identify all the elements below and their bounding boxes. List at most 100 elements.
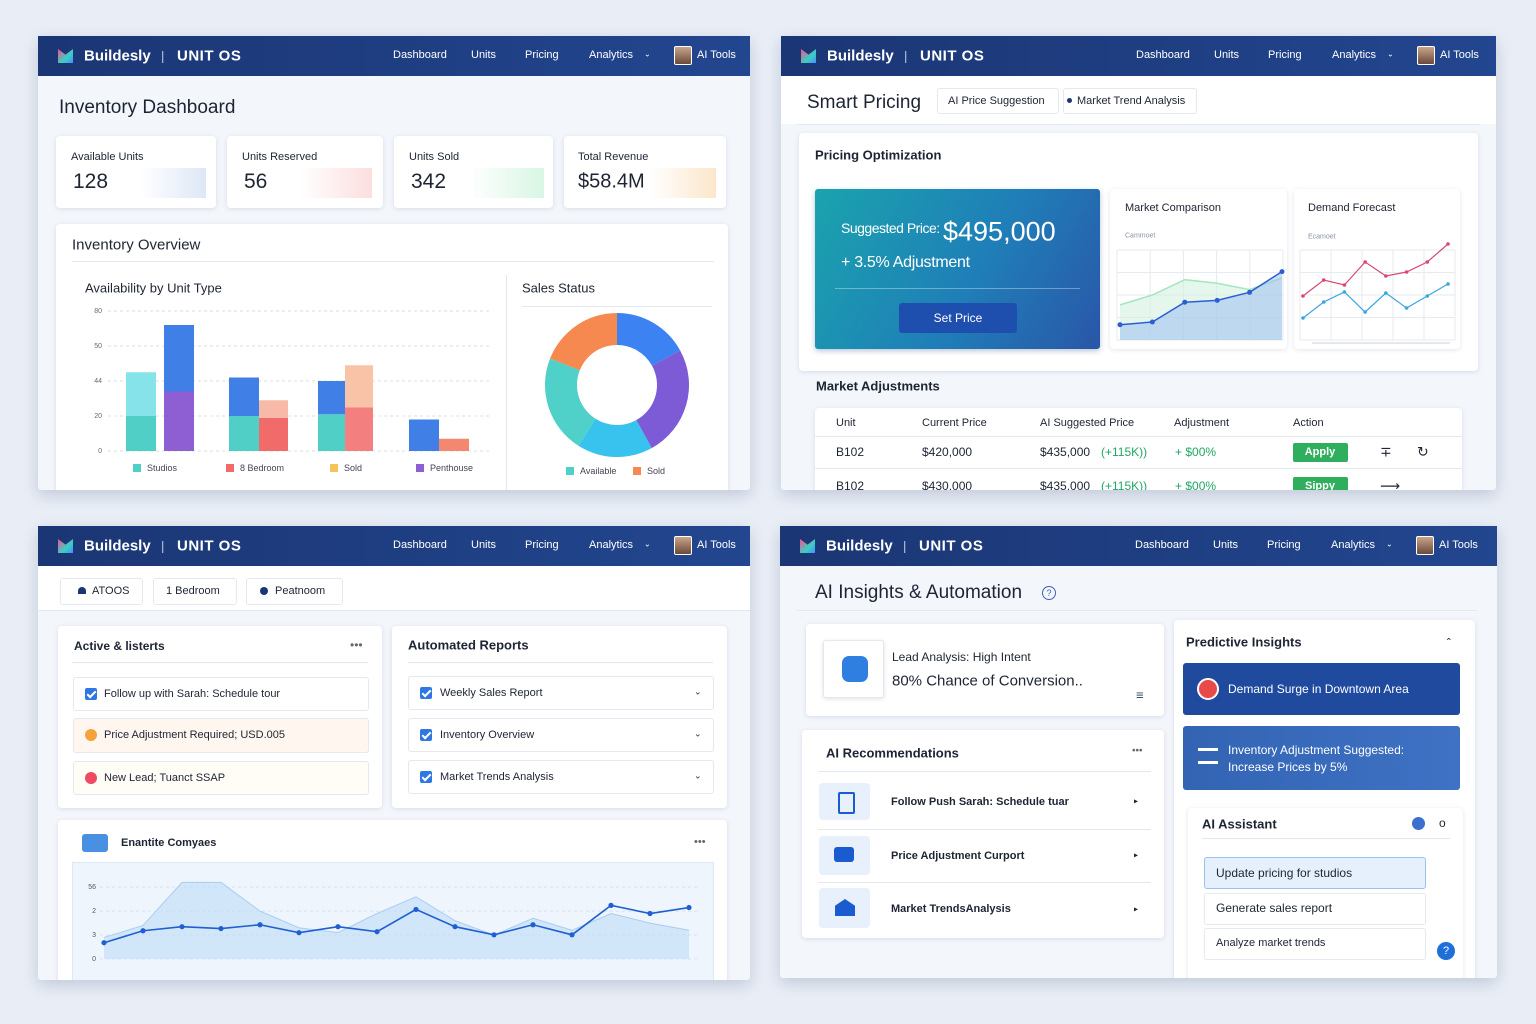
assistant-icon: [1412, 817, 1425, 830]
legend-swatch: [226, 464, 234, 472]
nav-item[interactable]: Dashboard: [393, 539, 447, 551]
nav-item[interactable]: Pricing: [525, 49, 559, 61]
button-label: Set Price: [933, 311, 983, 325]
point: [569, 932, 575, 938]
assistant-option[interactable]: [1204, 928, 1426, 960]
point: [1446, 242, 1450, 246]
cell-unit: B102: [836, 479, 865, 493]
kpi-label: Available Units: [71, 151, 144, 163]
nav-item[interactable]: Analytics: [589, 539, 634, 551]
point: [1214, 297, 1220, 303]
insight-text: Inventory Adjustment Suggested:: [1228, 743, 1405, 757]
nav-item[interactable]: Dashboard: [1135, 539, 1189, 551]
avatar[interactable]: [674, 536, 692, 555]
chart-title: Availability by Unit Type: [85, 280, 222, 296]
line: [103, 904, 690, 944]
bar-segment: [126, 372, 156, 416]
dropdown-caret: ⌄: [1387, 49, 1394, 59]
insight-item: [1183, 663, 1460, 715]
set-price-button[interactable]: [899, 303, 1017, 333]
tab-icon: [78, 587, 86, 594]
report-item[interactable]: [408, 676, 714, 710]
arrow: ▸: [1134, 904, 1139, 914]
action-label[interactable]: Apply: [1304, 446, 1336, 458]
chart-subtitle: Cammoet: [1125, 232, 1156, 240]
y-tick-label: 0: [98, 448, 102, 455]
avatar[interactable]: [1417, 46, 1435, 65]
point: [1301, 294, 1305, 298]
nav-item[interactable]: Dashboard: [1136, 49, 1190, 61]
line: [103, 881, 690, 938]
product-name: UNIT OS: [177, 47, 242, 65]
report-text: Weekly Sales Report: [440, 687, 543, 699]
help-button[interactable]: ?: [1437, 942, 1455, 960]
nav-item[interactable]: Analytics: [589, 49, 634, 61]
point: [335, 924, 341, 930]
column-header: Current Price: [922, 417, 987, 429]
tab-icon: [260, 587, 268, 595]
brand-separator: |: [903, 538, 907, 554]
menu-dots: •••: [1132, 745, 1143, 757]
tab[interactable]: [60, 578, 143, 605]
nav-item[interactable]: Pricing: [1268, 49, 1302, 61]
nav-bar: [38, 526, 750, 566]
alert-dot: [85, 772, 97, 784]
nav-item[interactable]: Analytics: [1332, 49, 1377, 61]
tab-label: Peatnoom: [275, 585, 326, 597]
nav-item[interactable]: AI Tools: [697, 539, 736, 551]
point: [1404, 306, 1409, 310]
tab[interactable]: [1063, 88, 1197, 114]
brand-logo: [800, 539, 815, 553]
nav-item[interactable]: AI Tools: [697, 49, 736, 61]
nav-item[interactable]: Pricing: [1267, 539, 1301, 551]
kpi-value: $58.4M: [578, 170, 645, 193]
assistant-option[interactable]: [1204, 893, 1426, 925]
report-item[interactable]: [408, 760, 714, 794]
action-button[interactable]: [1293, 443, 1348, 462]
nav-item[interactable]: Dashboard: [393, 49, 447, 61]
kpi-accent: [650, 168, 716, 198]
nav-item[interactable]: Units: [1214, 49, 1240, 61]
nav-item[interactable]: AI Tools: [1439, 539, 1478, 551]
nav-item[interactable]: Analytics: [1331, 539, 1376, 551]
donut-segment: [545, 358, 596, 446]
y-tick-label: 3: [92, 932, 96, 939]
legend-label: 8 Bedroom: [240, 463, 284, 473]
bar-segment: [439, 438, 469, 451]
menu-dots: •••: [694, 836, 706, 848]
column-header: AI Suggested Price: [1040, 417, 1135, 429]
action-label[interactable]: Sippy: [1305, 480, 1335, 492]
caret: ⌃: [1445, 636, 1453, 647]
point: [140, 928, 146, 934]
chart-title: Sales Status: [522, 280, 595, 296]
card-title: Predictive Insights: [1186, 634, 1302, 650]
report-item[interactable]: [408, 718, 714, 752]
cell-delta: (+115K)): [1101, 445, 1148, 459]
assistant-option[interactable]: [1204, 857, 1426, 889]
card-title: Inventory Overview: [72, 236, 201, 254]
nav-item[interactable]: Pricing: [525, 539, 559, 551]
nav-item[interactable]: AI Tools: [1440, 49, 1479, 61]
nav-item[interactable]: Units: [1213, 539, 1239, 551]
point: [179, 924, 185, 930]
checkbox: [420, 687, 432, 699]
nav-item[interactable]: Units: [471, 49, 497, 61]
tab[interactable]: [937, 88, 1059, 114]
alert-text: Follow up with Sarah: Schedule tour: [104, 688, 281, 700]
cell-delta: (+115K)): [1101, 479, 1148, 493]
bar-segment: [164, 325, 194, 392]
kpi-accent: [300, 168, 372, 198]
avatar[interactable]: [1416, 536, 1434, 555]
legend-swatch: [566, 467, 574, 475]
action-button[interactable]: [1293, 477, 1348, 490]
bar-segment: [409, 419, 439, 451]
tab[interactable]: [153, 578, 237, 605]
y-tick-label: 0: [92, 956, 96, 963]
avatar[interactable]: [674, 46, 692, 65]
kpi-value: 56: [244, 170, 268, 193]
brand-name: Buildesly: [827, 47, 894, 65]
donut-segment: [550, 313, 617, 371]
nav-item[interactable]: Units: [471, 539, 497, 551]
